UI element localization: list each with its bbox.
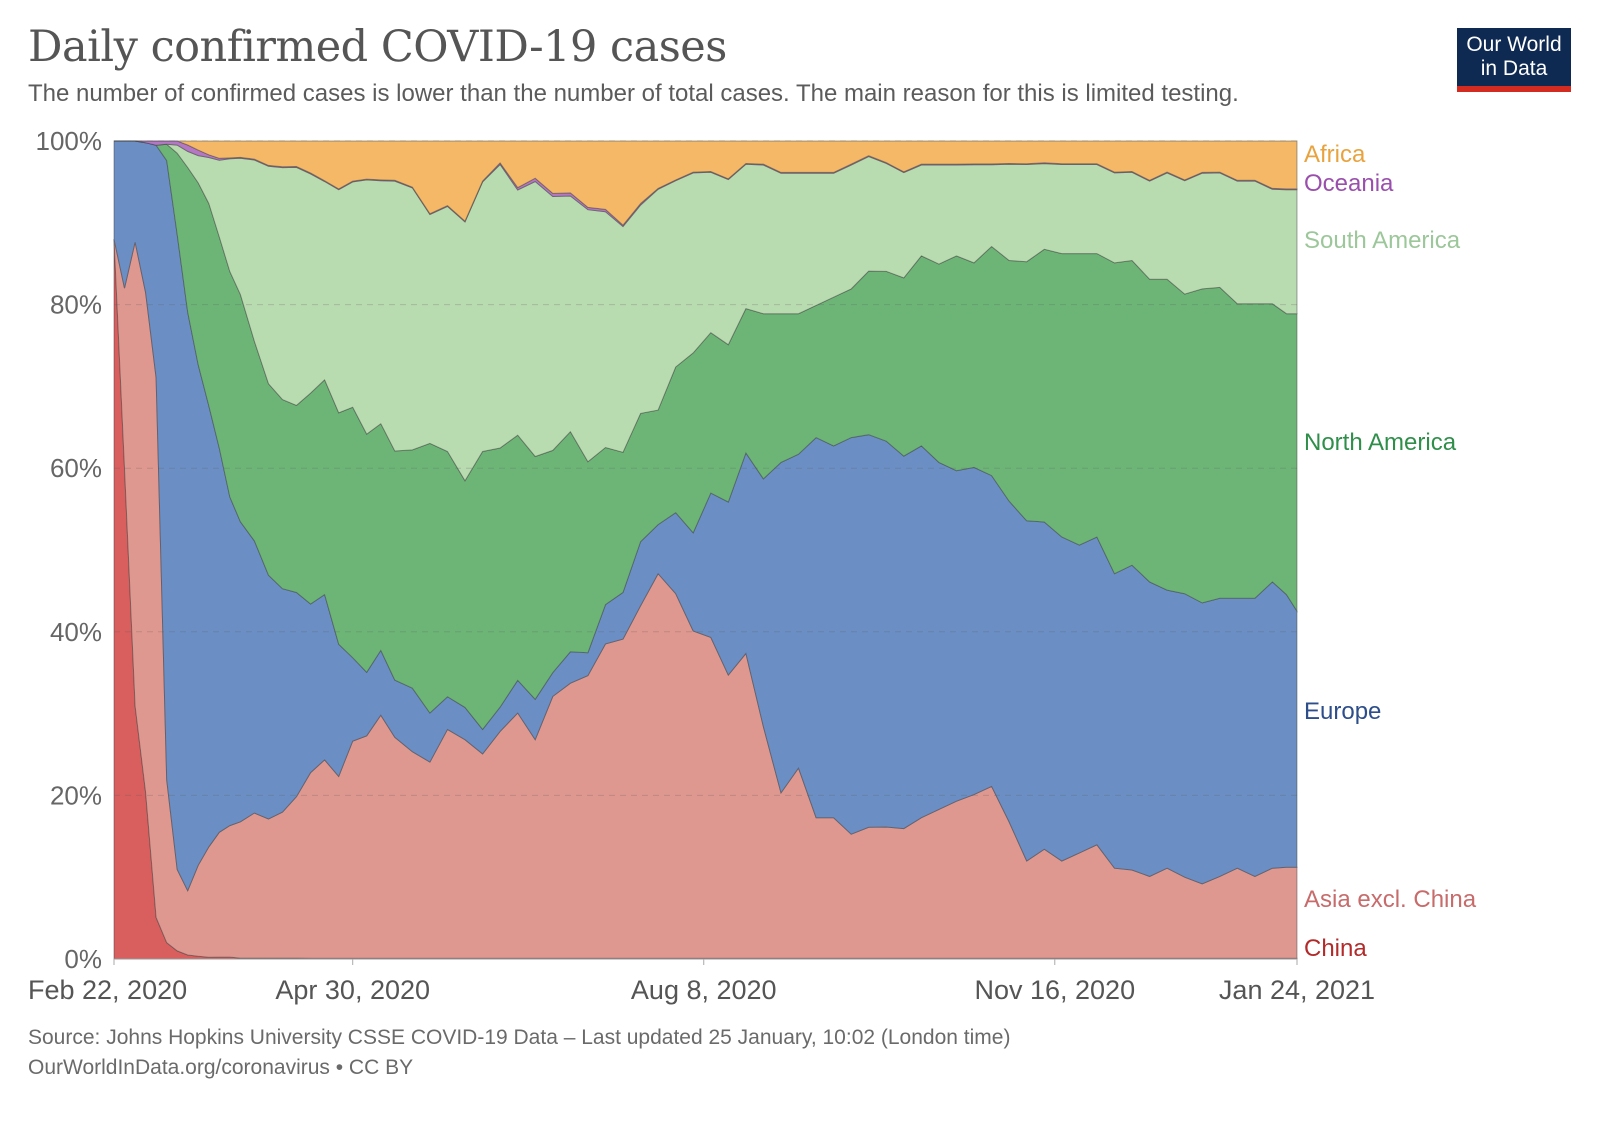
logo-line-1: Our World (1466, 33, 1562, 56)
x-tick-label: Feb 22, 2020 (28, 975, 187, 1005)
chart-title: Daily confirmed COVID-19 cases (28, 22, 727, 72)
y-tick-label: 80% (50, 290, 102, 320)
area-asia-excl-china (113, 239, 1298, 959)
x-tick-label: Jan 24, 2021 (1219, 975, 1375, 1005)
x-tick-label: Nov 16, 2020 (974, 975, 1135, 1005)
x-tick-label: Aug 8, 2020 (631, 975, 777, 1005)
x-tick-label: Apr 30, 2020 (275, 975, 430, 1005)
legend: China Asia excl. China Europe North America… (1304, 141, 1477, 962)
area-africa (114, 140, 1298, 226)
legend-label-south-america: South America (1304, 227, 1461, 254)
legend-label-china: China (1304, 935, 1367, 962)
area-oceania (114, 140, 1298, 228)
footer-link[interactable]: OurWorldInData.org/coronavirus • CC BY (28, 1056, 414, 1079)
x-axis-ticks: Feb 22, 2020 Apr 30, 2020 Aug 8, 2020 Nov 1… (28, 959, 1375, 1005)
legend-label-africa: Africa (1304, 141, 1366, 168)
legend-label-north-america: North America (1304, 429, 1457, 456)
source-note: Source: Johns Hopkins University CSSE CO… (28, 1026, 1011, 1049)
y-tick-label: 60% (50, 453, 102, 483)
area-series (113, 140, 1298, 960)
legend-label-oceania: Oceania (1304, 170, 1394, 197)
y-tick-label: 100% (36, 126, 103, 156)
chart-subtitle: The number of confirmed cases is lower t… (28, 80, 1239, 107)
y-tick-label: 20% (50, 780, 102, 810)
legend-label-asia-excl-china: Asia excl. China (1304, 886, 1477, 913)
owid-logo[interactable]: Our World in Data (1457, 28, 1571, 92)
legend-label-europe: Europe (1304, 698, 1381, 725)
logo-line-2: in Data (1480, 57, 1548, 80)
area-south-america (114, 140, 1298, 482)
y-tick-label: 40% (50, 617, 102, 647)
y-tick-label: 0% (64, 944, 102, 974)
y-axis-ticks: 0% 20% 40% 60% 80% 100% (36, 126, 103, 974)
logo-red-bar (1457, 86, 1571, 92)
